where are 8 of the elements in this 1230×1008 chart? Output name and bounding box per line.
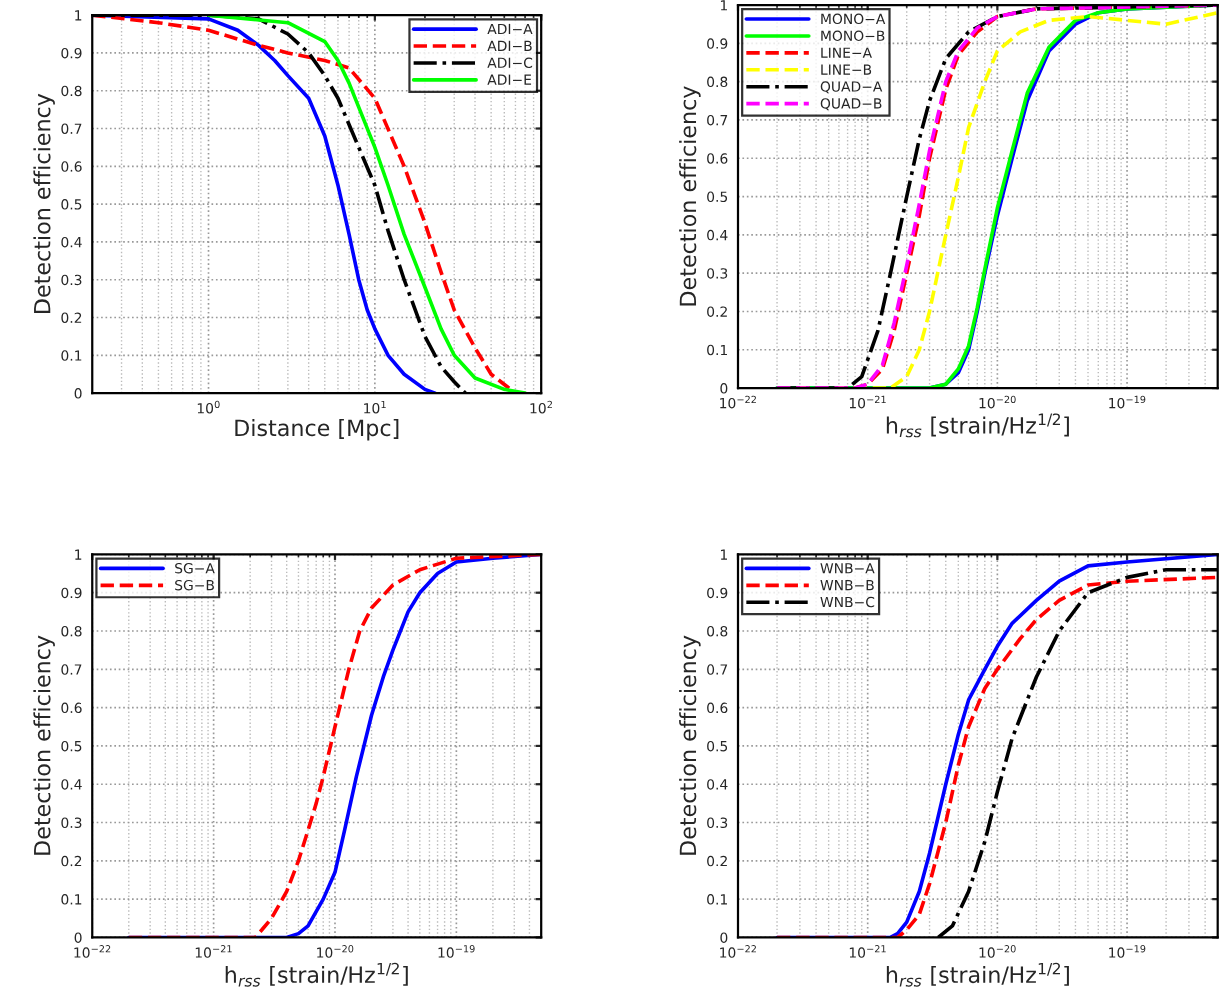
y-axis-title: Detection efficiency (679, 86, 701, 306)
x-axis-title: h$_{rss}$ [strain/Hz$^{1/2}$] (225, 962, 408, 987)
x-axis-title: h$_{rss}$ [strain/Hz$^{1/2}$] (886, 413, 1069, 438)
x-axis-title: Distance [Mpc] (235, 419, 399, 441)
y-axis-title: Detection efficiency (33, 635, 55, 855)
y-axis-title: Detection efficiency (679, 635, 701, 855)
y-axis-title: Detection efficiency (33, 93, 55, 313)
x-axis-title: h$_{rss}$ [strain/Hz$^{1/2}$] (886, 962, 1069, 987)
